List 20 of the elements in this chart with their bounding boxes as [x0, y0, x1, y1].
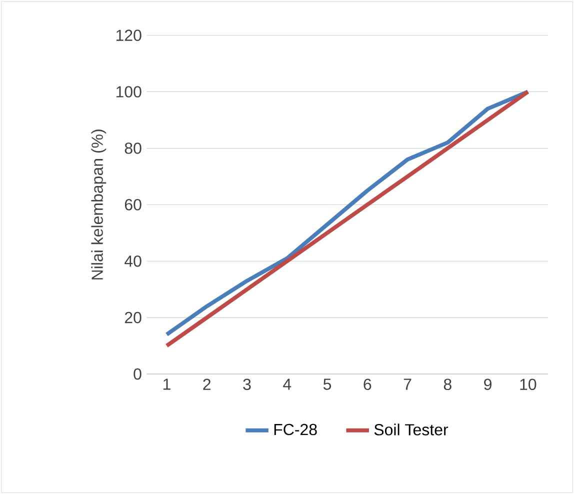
- y-tick-label: 100: [116, 86, 142, 98]
- x-tick-label: 8: [444, 378, 452, 390]
- y-tick-label: 80: [124, 142, 142, 154]
- x-tick-label: 2: [203, 378, 211, 390]
- x-tick-label: 4: [283, 378, 292, 390]
- legend-label: FC-28: [274, 424, 317, 436]
- y-axis-title: Nilai kelembapan (%): [91, 130, 106, 280]
- x-tick-label: 5: [323, 378, 332, 390]
- x-tick-label: 1: [164, 378, 170, 390]
- x-tick-label: 9: [484, 378, 492, 390]
- y-tick-label: 60: [124, 199, 142, 210]
- y-tick-label: 20: [124, 312, 142, 324]
- legend-label: Soil Tester: [374, 424, 448, 436]
- x-tick-label: 7: [404, 378, 412, 390]
- y-tick-label: 0: [134, 368, 142, 380]
- x-tick-label: 6: [364, 378, 372, 390]
- y-tick-label: 120: [116, 30, 142, 41]
- x-tick-label: 10: [520, 378, 536, 390]
- y-tick-label: 40: [124, 255, 142, 267]
- x-tick-label: 3: [243, 378, 251, 390]
